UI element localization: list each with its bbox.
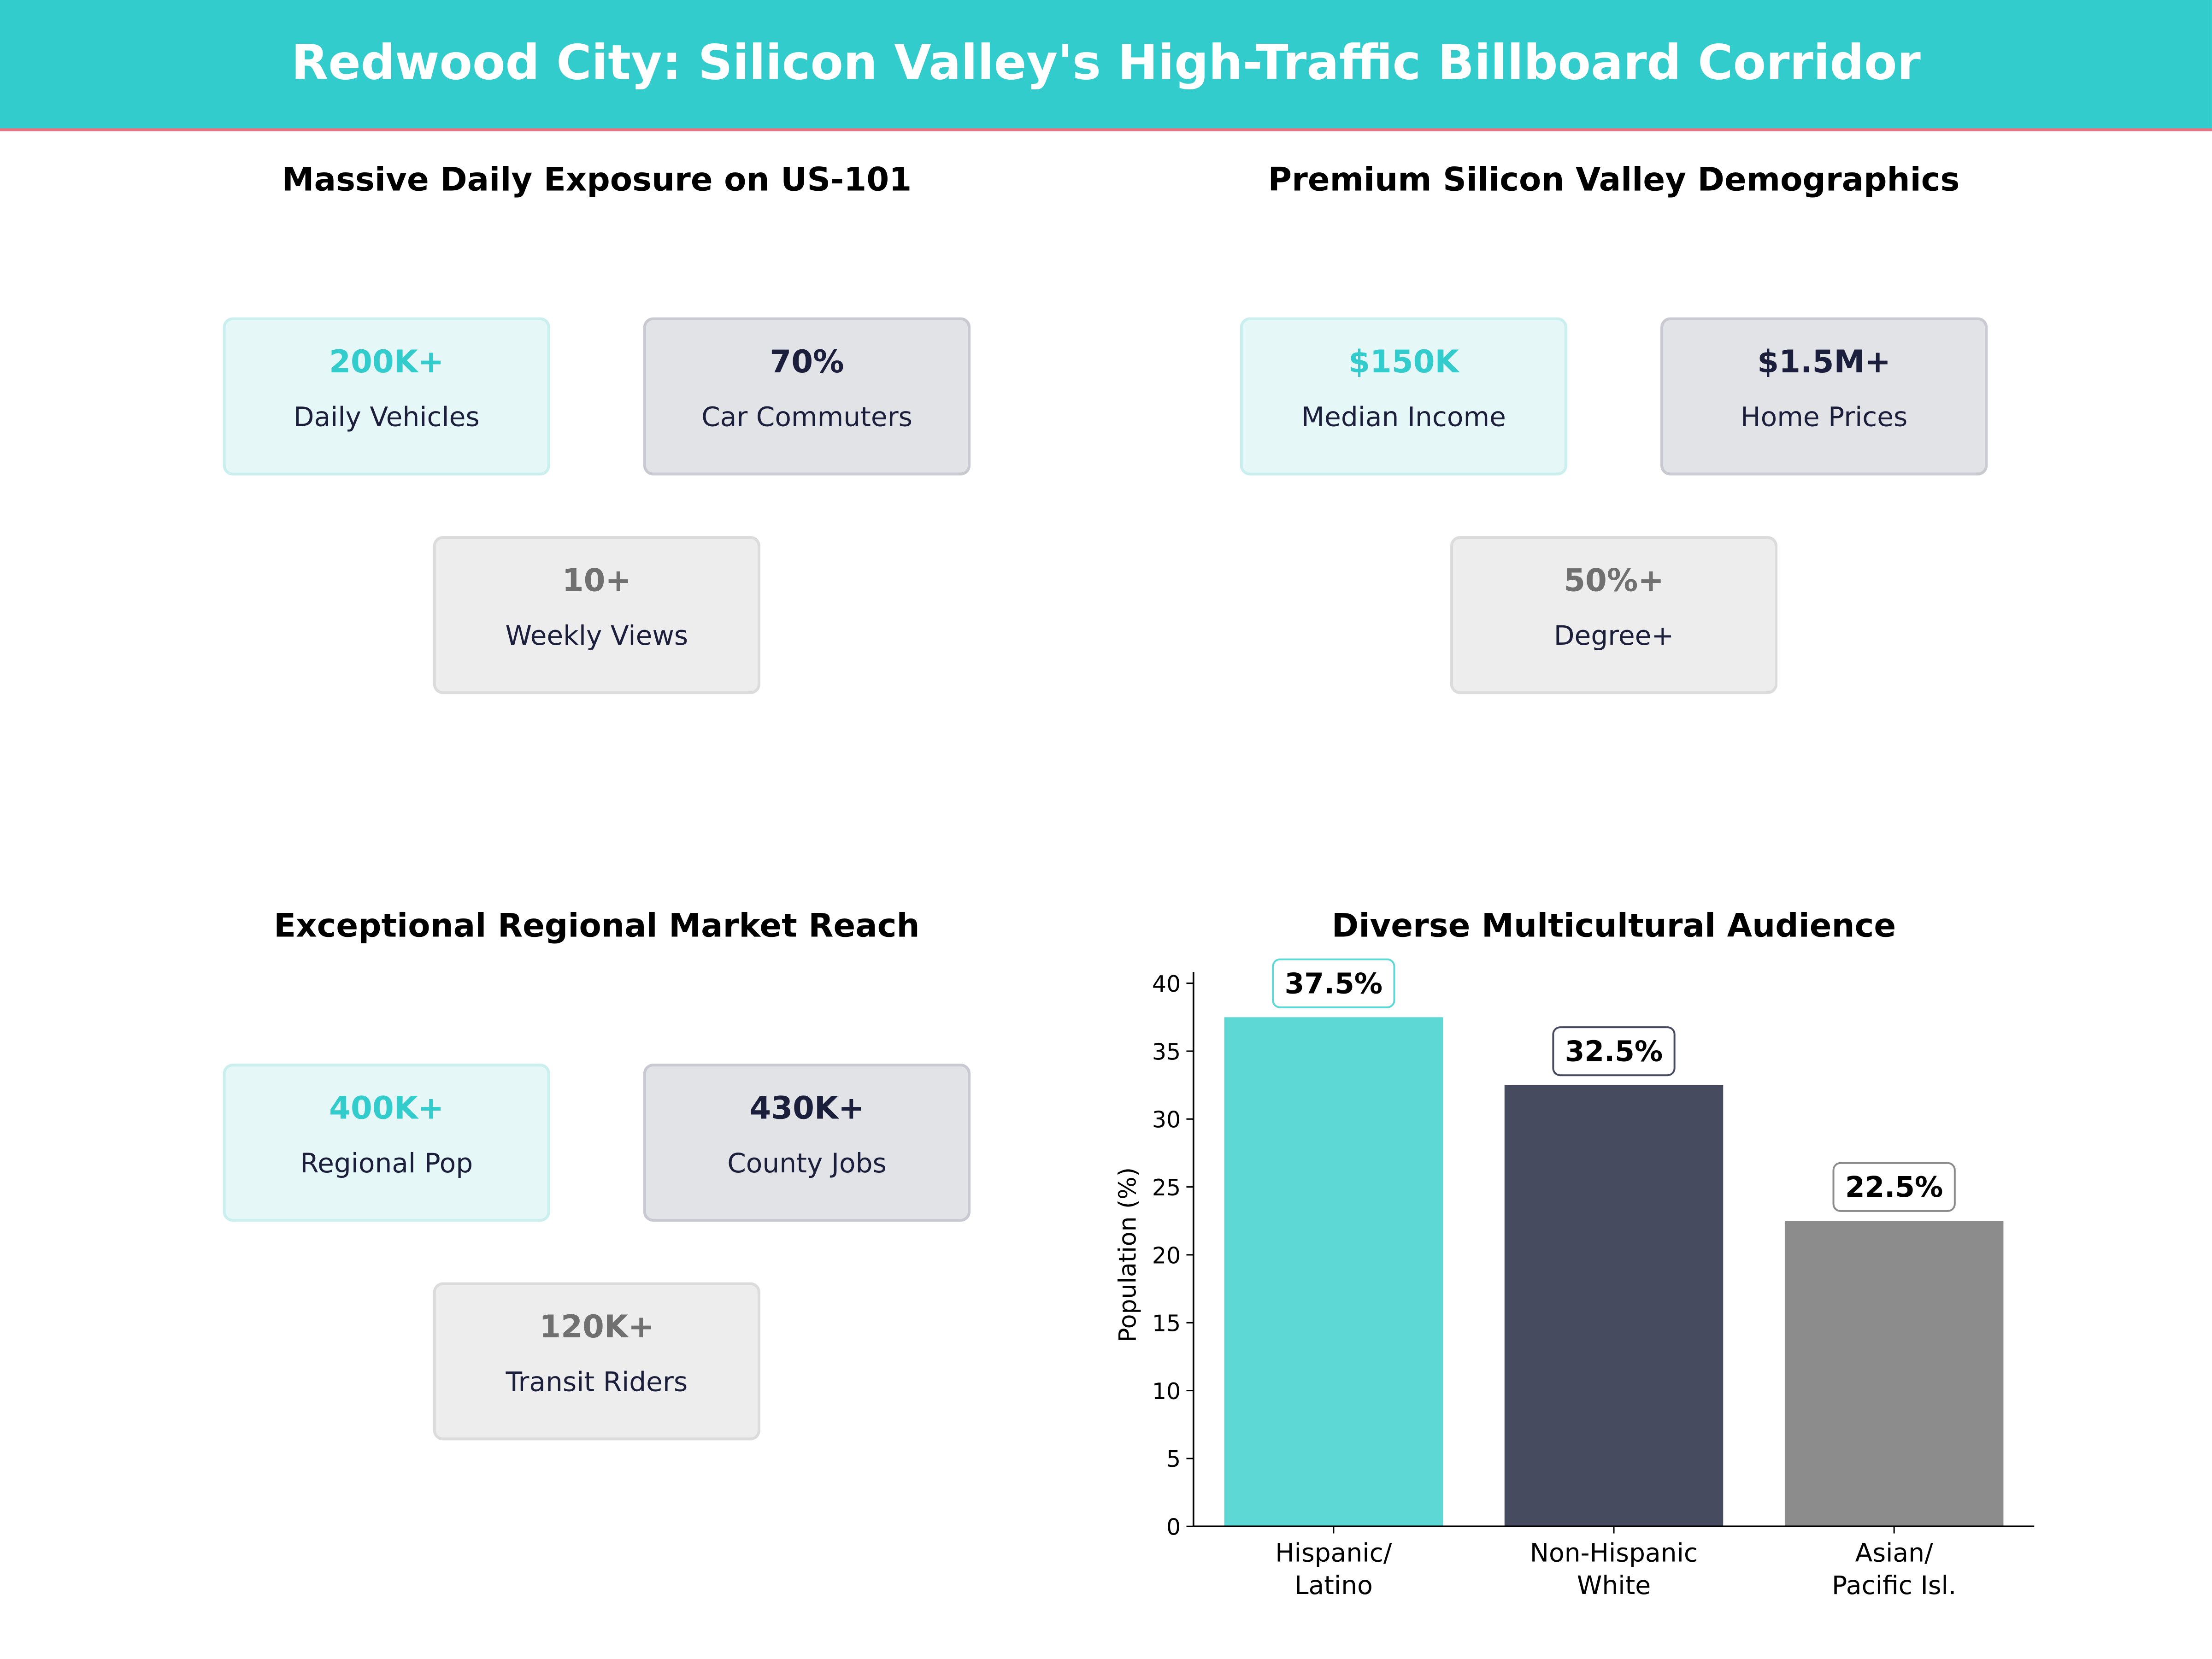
data-label: 22.5% [1845, 1171, 1943, 1204]
y-tick-label: 10 [1152, 1378, 1181, 1405]
stat-value: 400K+ [329, 1092, 444, 1127]
page-title: Redwood City: Silicon Valley's High-Traf… [291, 35, 1921, 92]
x-tick-label: Pacific Isl. [1832, 1571, 1956, 1600]
y-tick-label: 25 [1152, 1175, 1181, 1201]
stat-card: 400K+ Regional Pop [223, 1064, 550, 1222]
stat-label: Car Commuters [701, 402, 912, 433]
stat-label: Degree+ [1553, 620, 1674, 652]
panel-title-exposure: Massive Daily Exposure on US-101 [282, 162, 912, 199]
stat-card: $1.5M+ Home Prices [1660, 317, 1988, 476]
x-tick-label: Hispanic/ [1275, 1538, 1392, 1568]
stat-label: Home Prices [1740, 402, 1908, 433]
stat-label: County Jobs [727, 1148, 887, 1180]
stat-card: 430K+ County Jobs [643, 1064, 971, 1222]
stat-label: Transit Riders [506, 1367, 688, 1398]
x-tick-label: Non-Hispanic [1530, 1538, 1698, 1568]
stat-value: $1.5M+ [1757, 345, 1891, 381]
stat-value: 10+ [562, 564, 631, 600]
stat-card: $150K Median Income [1240, 317, 1567, 476]
panel-title-demographics: Premium Silicon Valley Demographics [1268, 162, 1960, 199]
stat-value: 200K+ [329, 345, 444, 381]
data-label-box [1552, 1026, 1676, 1077]
stat-card: 200K+ Daily Vehicles [223, 317, 550, 476]
stat-label: Weekly Views [505, 620, 688, 652]
chart-title: Diverse Multicultural Audience [1331, 908, 1896, 946]
stat-label: Regional Pop [300, 1148, 473, 1180]
y-tick-label: 30 [1152, 1107, 1181, 1133]
bar [1784, 1221, 2004, 1527]
y-tick-label: 0 [1166, 1514, 1181, 1541]
y-tick-label: 5 [1166, 1446, 1181, 1472]
stat-label: Daily Vehicles [293, 402, 480, 433]
y-tick-label: 15 [1152, 1311, 1181, 1337]
stat-value: 50%+ [1564, 564, 1664, 600]
header-banner: Redwood City: Silicon Valley's High-Traf… [0, 0, 2212, 131]
stat-value: $150K [1348, 345, 1459, 381]
stat-value: 70% [770, 345, 844, 381]
stat-card: 10+ Weekly Views [433, 536, 760, 694]
y-tick-label: 20 [1152, 1242, 1181, 1269]
data-label: 32.5% [1565, 1035, 1663, 1068]
x-tick-label: White [1577, 1571, 1651, 1600]
stat-label: Median Income [1301, 402, 1506, 433]
x-tick-label: Latino [1294, 1571, 1373, 1600]
data-label: 37.5% [1285, 967, 1382, 1000]
panel-title-reach: Exceptional Regional Market Reach [274, 908, 920, 946]
data-label-box [1272, 958, 1395, 1008]
stat-card: 50%+ Degree+ [1450, 536, 1778, 694]
y-tick-label: 40 [1152, 971, 1181, 997]
bar [1224, 1017, 1443, 1527]
stat-value: 430K+ [749, 1092, 865, 1127]
stat-card: 120K+ Transit Riders [433, 1282, 760, 1441]
y-axis-label: Population (%) [1114, 1167, 1141, 1342]
y-tick-label: 35 [1152, 1039, 1181, 1065]
bar [1504, 1085, 1724, 1527]
x-tick-label: Asian/ [1855, 1538, 1933, 1568]
data-label-box [1832, 1162, 1956, 1212]
stat-value: 120K+ [539, 1310, 654, 1346]
stat-card: 70% Car Commuters [643, 317, 971, 476]
